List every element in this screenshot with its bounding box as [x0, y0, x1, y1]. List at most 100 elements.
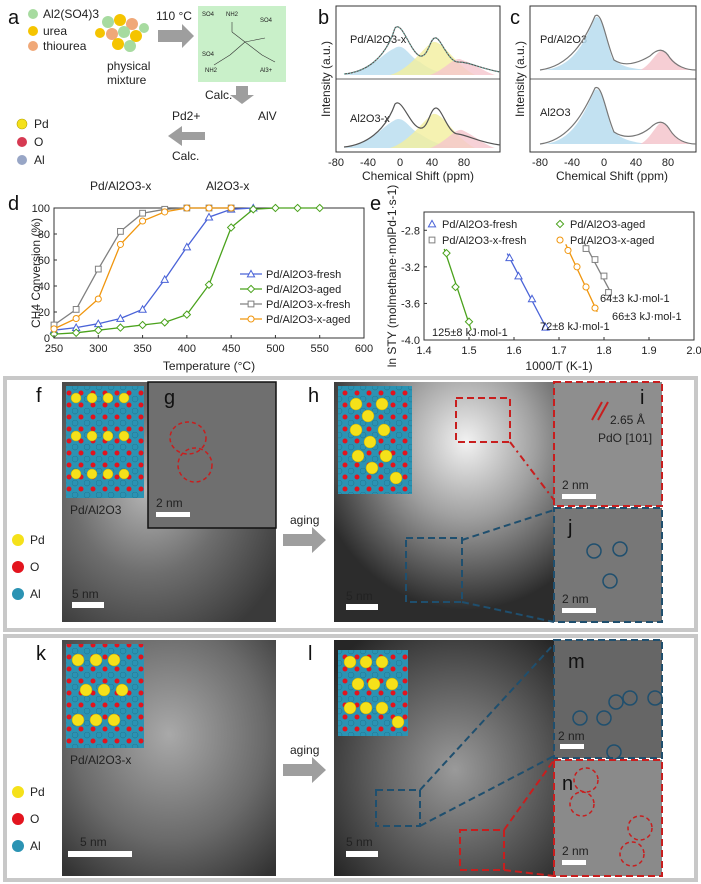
arrow-calc-down: [230, 86, 254, 104]
plane-label: PdO [101]: [598, 431, 652, 445]
data-point: [293, 203, 302, 213]
zoom-line-i: [509, 441, 555, 501]
data-point: [271, 203, 280, 213]
data-point: [72, 314, 80, 323]
data-point: [600, 272, 608, 280]
panel-j: j 2 nm: [553, 507, 663, 623]
scale-label-g: 2 nm: [156, 496, 183, 510]
atom-model-k: [66, 644, 144, 748]
pd-al2o3x-structure: [92, 103, 157, 158]
legend-o-label: O: [30, 812, 39, 826]
zoom-line-m2: [419, 755, 555, 827]
y-tick-label: 0: [44, 333, 50, 345]
data-point: [139, 217, 147, 225]
data-point: [117, 228, 124, 235]
y-tick-label: -4.0: [401, 335, 420, 347]
plot-c-xticks: -80 -40 0 40 80: [532, 157, 674, 169]
data-point: [582, 245, 590, 252]
arrow-pd: [168, 126, 205, 146]
data-point: [116, 323, 125, 332]
data-point: [94, 295, 102, 303]
x-tick-label: 550: [311, 343, 329, 355]
cluster-circle: [569, 791, 595, 817]
plot-b-top-label: Pd/Al2O3-x: [350, 34, 407, 46]
plot-c-tick: 80: [662, 157, 674, 169]
data-point: [205, 204, 213, 212]
zoom-box-j: [405, 537, 463, 603]
single-atom-circle: [572, 710, 588, 726]
zoom-box-n: [459, 829, 505, 871]
y-tick-label: 40: [38, 281, 50, 293]
scale-bar-j: [562, 608, 596, 613]
plot-e-marks: [442, 241, 612, 331]
plot-d-legend: Pd/Al2O3-fresh Pd/Al2O3-aged Pd/Al2O3-x-fr…: [240, 269, 350, 326]
legend-marker: [246, 284, 256, 294]
plot-b-tick: -40: [360, 157, 376, 169]
aging-arrow-icon: [283, 527, 326, 553]
data-point: [94, 265, 102, 273]
legend-pd-dot: [12, 534, 24, 546]
plot-d-xticks: 250 300 350 400 450 500 550 600: [45, 335, 373, 355]
data-point: [564, 246, 572, 254]
zoom-line-n2: [503, 869, 555, 877]
activation-energy-label: 64±3 kJ·mol-1: [600, 293, 670, 305]
data-point: [71, 328, 81, 338]
product-left-label: Pd/Al2O3-x: [90, 179, 151, 193]
legend-pd-label: Pd: [30, 785, 45, 799]
y-tick-label: -3.6: [401, 298, 420, 310]
data-point: [72, 306, 80, 313]
data-point: [183, 204, 191, 212]
legend-al-dot: [12, 588, 24, 600]
legend-marker: [246, 269, 256, 278]
lattice-line: [591, 401, 603, 421]
x-tick-label: 400: [178, 343, 196, 355]
plot-b-xlabel: Chemical Shift (ppm): [362, 169, 474, 183]
scale-bar-g: [156, 512, 190, 517]
panel-label-c: c: [510, 7, 520, 29]
plot-c-tick: -80: [532, 157, 548, 169]
data-point: [505, 253, 514, 262]
plot-b-bottom-label: Al2O3-x: [350, 113, 390, 125]
activation-energy-label: 125±8 kJ·mol-1: [432, 327, 508, 339]
cluster-circle: [573, 767, 599, 793]
data-point: [226, 223, 236, 232]
legend-marker: [555, 219, 565, 229]
data-point: [138, 320, 147, 330]
panel-label-a: a: [8, 7, 20, 29]
scale-bar-l: [346, 851, 378, 857]
data-point: [605, 289, 612, 296]
plot-c-top-label: Pd/Al2O3: [540, 34, 587, 46]
reagent-al2so43: Al2(SO4)3: [43, 7, 99, 21]
x-tick-label: 500: [266, 343, 284, 355]
data-point: [161, 208, 169, 216]
svg-text:NH2: NH2: [226, 12, 239, 18]
pd-ion-label: Pd2+: [172, 109, 200, 123]
panel-label-h: h: [308, 385, 319, 407]
data-point: [591, 256, 599, 263]
d-spacing-label: 2.65 Å: [610, 412, 645, 427]
plot-e-yticks: -4.0 -3.6 -3.2 -2.8: [401, 225, 427, 347]
svg-text:NH2: NH2: [205, 68, 218, 74]
legend-row2: Pd O Al: [12, 785, 45, 853]
data-point: [139, 209, 146, 217]
data-point: [160, 318, 170, 327]
al2so43-dot: [28, 9, 38, 19]
data-point: [182, 310, 192, 319]
zoom-line-j2: [461, 601, 555, 623]
plot-d-ylabel: CH4 Conversion (%): [29, 218, 43, 328]
aging-arrow-1: aging: [283, 513, 326, 553]
panel-label-l: l: [308, 643, 312, 665]
single-atom-circle: [647, 690, 663, 706]
temperature-label: 110 °C: [156, 9, 192, 23]
x-tick-label: 1.9: [641, 345, 656, 357]
data-point: [591, 304, 599, 312]
y-tick-label: -2.8: [401, 225, 420, 237]
legend-o-dot: [17, 137, 27, 147]
scale-label-k: 5 nm: [80, 835, 107, 849]
plot-c-bottom-label: Al2O3: [540, 107, 571, 119]
plot-c-xlabel: Chemical Shift (ppm): [556, 169, 668, 183]
y-tick-label: 80: [38, 229, 50, 241]
panel-label-b: b: [318, 7, 329, 29]
atom-model-h: [338, 386, 412, 494]
